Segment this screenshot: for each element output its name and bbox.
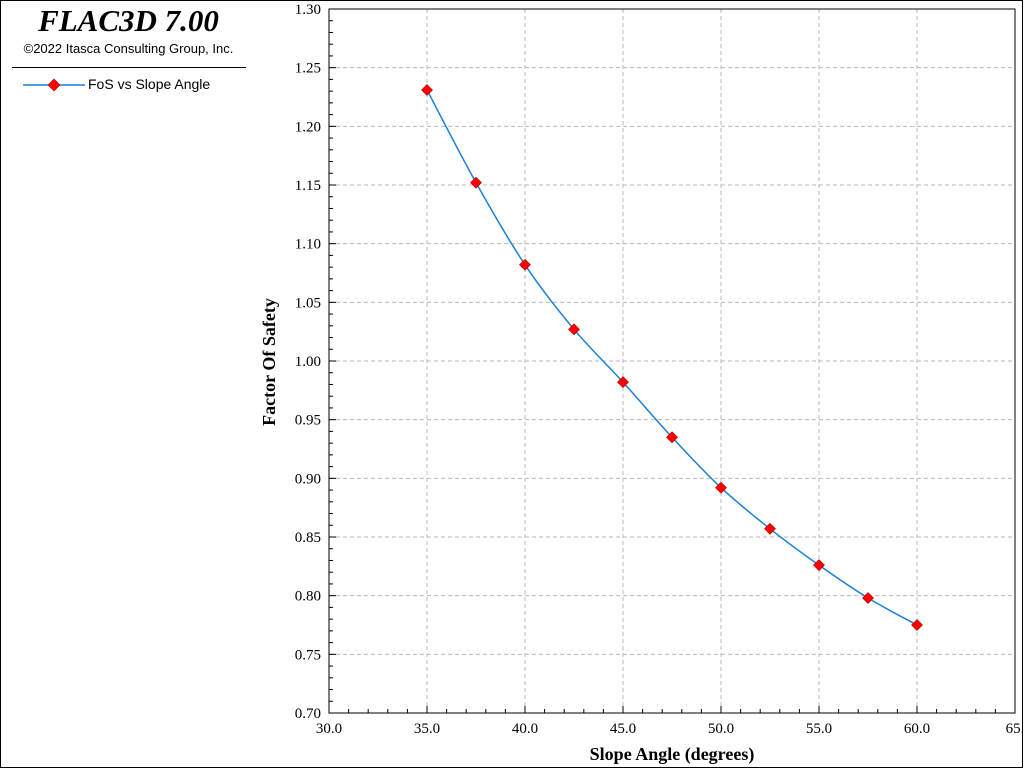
legend-divider — [12, 67, 246, 68]
x-tick-label: 30.0 — [316, 721, 342, 737]
y-tick-label: 0.75 — [295, 647, 321, 663]
data-point-marker — [666, 431, 678, 444]
x-axis-title: Slope Angle (degrees) — [590, 744, 755, 765]
x-tick-label: 55.0 — [806, 721, 832, 737]
axis-ticks — [328, 8, 1016, 714]
data-point-marker — [519, 258, 531, 271]
y-axis-title: Factor Of Safety — [259, 298, 279, 426]
y-tick-label: 0.85 — [295, 530, 321, 546]
y-tick-label: 0.70 — [295, 706, 321, 722]
y-tick-label: 1.05 — [295, 295, 321, 311]
y-tick-label: 1.20 — [295, 119, 321, 135]
tick-labels: 30.0 35.0 40.0 45.0 50.0 55.0 60.0 65. 0.70 0.75 0… — [295, 2, 1022, 737]
data-point-marker — [617, 376, 629, 389]
data-point-marker — [715, 481, 727, 494]
data-point-marker — [421, 84, 433, 96]
y-tick-label: 1.25 — [295, 61, 321, 77]
legend-entry: FoS vs Slope Angle — [23, 75, 253, 95]
y-tick-label: 1.15 — [295, 178, 321, 194]
x-tick-label: 50.0 — [708, 721, 734, 737]
legend-panel: FLAC3D 7.00 ©2022 Itasca Consulting Grou… — [0, 0, 257, 768]
legend-label: FoS vs Slope Angle — [88, 76, 211, 92]
x-tick-label: 40.0 — [512, 721, 538, 737]
y-tick-label: 1.00 — [295, 354, 321, 370]
data-point-marker — [568, 323, 580, 336]
grid-lines — [329, 9, 1015, 713]
copyright-text: ©2022 Itasca Consulting Group, Inc. — [23, 41, 234, 56]
data-point-marker — [470, 176, 482, 189]
fos-chart: 30.0 35.0 40.0 45.0 50.0 55.0 60.0 65. 0.70 0.75 0… — [259, 2, 1022, 765]
data-point-marker — [813, 559, 825, 572]
y-tick-label: 1.10 — [295, 237, 321, 253]
data-point-marker — [911, 619, 923, 631]
y-tick-label: 0.80 — [295, 589, 321, 605]
legend-swatch-icon — [23, 78, 85, 92]
x-tick-label: 65. — [1006, 721, 1022, 737]
y-tick-label: 0.90 — [295, 471, 321, 487]
y-tick-label: 1.30 — [295, 2, 321, 18]
y-tick-label: 0.95 — [295, 413, 321, 429]
series-line-fos — [426, 89, 918, 626]
data-point-marker — [764, 522, 776, 535]
data-points — [421, 84, 923, 631]
x-tick-label: 35.0 — [414, 721, 440, 737]
data-point-marker — [862, 592, 874, 604]
x-tick-label: 60.0 — [904, 721, 930, 737]
chart-panel: 30.0 35.0 40.0 45.0 50.0 55.0 60.0 65. 0.70 0.75 0… — [255, 0, 1023, 768]
x-tick-label: 45.0 — [610, 721, 636, 737]
app-title: FLAC3D 7.00 — [38, 3, 219, 38]
